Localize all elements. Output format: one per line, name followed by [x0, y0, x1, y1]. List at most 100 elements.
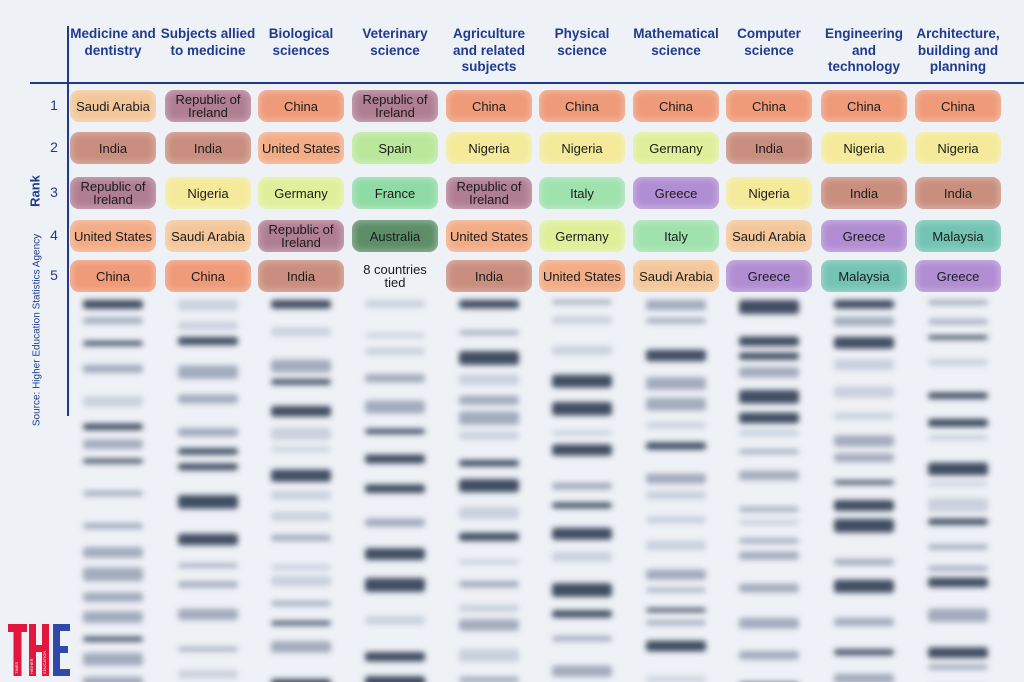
gel-band — [928, 335, 988, 340]
gel-band — [834, 673, 894, 682]
gel-band — [928, 498, 988, 513]
rank-cell: Republic of Ireland — [446, 177, 532, 209]
rank-cell: Germany — [258, 177, 344, 209]
rank-cell: Malaysia — [915, 220, 1001, 252]
gel-band — [646, 318, 706, 324]
gel-band — [365, 616, 425, 625]
column-header: Subjects allied to medicine — [160, 26, 256, 58]
gel-band — [928, 544, 988, 550]
rank-cell: Nigeria — [821, 132, 907, 164]
gel-band — [739, 506, 799, 512]
gel-band — [834, 386, 894, 398]
gel-band — [271, 327, 331, 337]
gel-band — [646, 300, 706, 311]
column-header: Computer science — [737, 26, 801, 58]
gel-band — [83, 317, 143, 324]
rank-cell: Greece — [633, 177, 719, 209]
rank-cell: China — [915, 90, 1001, 122]
rank-number: 1 — [50, 97, 58, 113]
rank-cell: India — [165, 132, 251, 164]
rank-cell: Greece — [915, 260, 1001, 292]
gel-band — [271, 359, 331, 373]
gel-band — [459, 300, 519, 309]
gel-band — [178, 670, 238, 679]
gel-band — [928, 300, 988, 305]
gel-band — [834, 518, 894, 533]
rank-cell: Saudi Arabia — [633, 260, 719, 292]
gel-band — [83, 458, 143, 464]
gel-band — [739, 583, 799, 593]
rank-axis-rule — [67, 26, 69, 416]
rank-cell: India — [726, 132, 812, 164]
gel-band — [739, 352, 799, 360]
gel-band — [928, 481, 988, 486]
gel-band — [459, 330, 519, 335]
gel-band — [552, 345, 612, 355]
svg-text:EDUCATION: EDUCATION — [42, 651, 47, 674]
gel-band — [646, 540, 706, 551]
gel-band — [834, 617, 894, 627]
rank-cell: Spain — [352, 132, 438, 164]
rank-cell: United States — [446, 220, 532, 252]
gel-band — [646, 377, 706, 390]
gel-band — [834, 579, 894, 593]
rank-cell: India — [70, 132, 156, 164]
gel-band — [834, 649, 894, 656]
gel-band — [552, 502, 612, 509]
gel-band — [365, 454, 425, 464]
rank-cell: Saudi Arabia — [726, 220, 812, 252]
gel-band — [365, 676, 425, 682]
gel-band — [83, 300, 143, 309]
gel-band — [928, 664, 988, 670]
gel-band — [834, 435, 894, 447]
rank-cell: China — [633, 90, 719, 122]
gel-band — [552, 482, 612, 490]
svg-text:TIMES: TIMES — [14, 661, 19, 674]
rank-cell: Saudi Arabia — [70, 90, 156, 122]
header-rule — [30, 82, 1024, 84]
rank-cell: India — [258, 260, 344, 292]
rank-cell: Greece — [726, 260, 812, 292]
gel-band — [928, 359, 988, 366]
rank-cell: Italy — [633, 220, 719, 252]
gel-band — [552, 402, 612, 416]
gel-band — [83, 546, 143, 558]
rank-cell: Australia — [352, 220, 438, 252]
gel-band — [459, 395, 519, 405]
gel-band — [646, 349, 706, 362]
rank-cell: Republic of Ireland — [70, 177, 156, 209]
gel-band — [271, 534, 331, 542]
rank-cell: China — [821, 90, 907, 122]
gel-band — [928, 647, 988, 659]
column-header: Medicine and dentistry — [70, 26, 156, 58]
gel-band — [178, 448, 238, 455]
gel-band — [459, 648, 519, 662]
gel-band — [834, 453, 894, 463]
gel-band — [83, 364, 143, 373]
gel-band — [646, 516, 706, 524]
gel-band — [365, 428, 425, 434]
gel-band — [83, 636, 143, 642]
gel-band — [271, 446, 331, 452]
rank-number: 3 — [50, 184, 58, 200]
the-logo: TIMES HIGHER EDUCATION — [8, 624, 70, 676]
gel-band — [83, 676, 143, 682]
gel-band — [459, 604, 519, 612]
gel-band — [552, 316, 612, 324]
gel-band — [646, 422, 706, 429]
gel-band — [365, 400, 425, 414]
gel-band — [365, 577, 425, 592]
gel-band — [83, 611, 143, 624]
gel-band — [928, 565, 988, 571]
gel-band — [178, 563, 238, 568]
gel-band — [365, 518, 425, 527]
gel-band — [739, 449, 799, 454]
source-note: Source: Higher Education Statistics Agen… — [31, 233, 43, 427]
gel-band — [646, 640, 706, 652]
gel-band — [928, 518, 988, 525]
rank-cell: India — [915, 177, 1001, 209]
rank-cell: United States — [258, 132, 344, 164]
gel-band — [83, 396, 143, 407]
rank-cell: China — [258, 90, 344, 122]
